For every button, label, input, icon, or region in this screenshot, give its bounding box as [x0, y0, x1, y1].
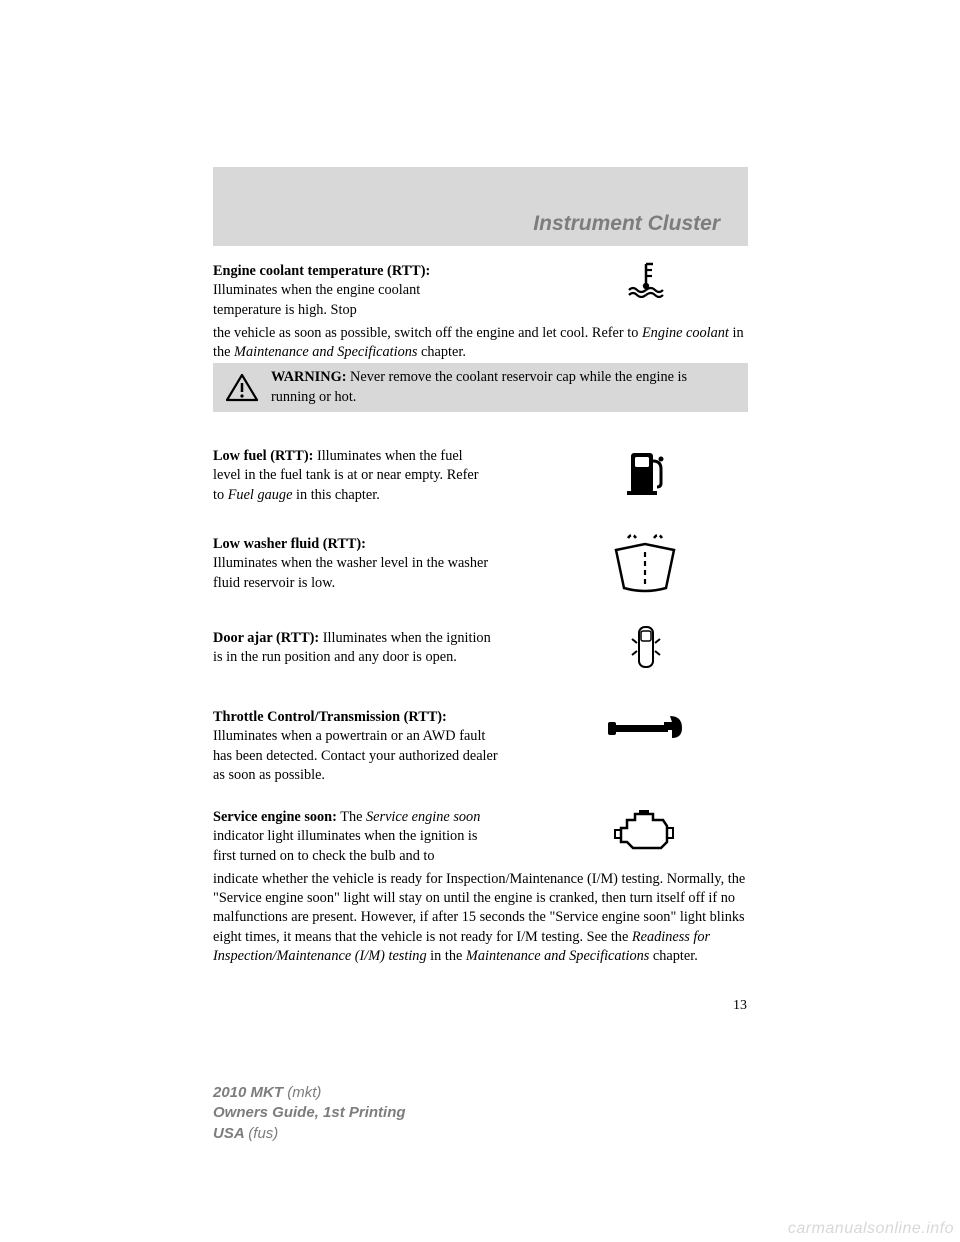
footer: 2010 MKT (mkt) Owners Guide, 1st Printin…	[213, 1083, 406, 1144]
lowfuel-ref1: Fuel gauge	[228, 487, 293, 503]
washer-para: Low washer fluid (RTT): Illuminates when…	[213, 535, 493, 593]
section-doorajar: Door ajar (RTT): Illuminates when the ig…	[213, 629, 748, 672]
doorajar-para: Door ajar (RTT): Illuminates when the ig…	[213, 629, 493, 668]
warning-lead: WARNING:	[271, 369, 346, 385]
service-para-1: Service engine soon: The Service engine …	[213, 808, 503, 866]
throttle-rest1: Illuminates when a powertrain or an AWD …	[213, 728, 498, 783]
service-rest4: in the	[427, 948, 466, 964]
fuel-pump-icon	[625, 447, 669, 502]
lowfuel-lead: Low fuel (RTT):	[213, 448, 313, 464]
coolant-ref1: Engine coolant	[642, 325, 729, 341]
doorajar-lead: Door ajar (RTT):	[213, 630, 319, 646]
footer-line-2: Owners Guide, 1st Printing	[213, 1103, 406, 1123]
service-para-2: indicate whether the vehicle is ready fo…	[213, 870, 748, 966]
warning-text: WARNING: Never remove the coolant reserv…	[271, 368, 748, 407]
washer-lead: Low washer fluid (RTT):	[213, 536, 366, 552]
coolant-para-1: Engine coolant temperature (RTT): Illumi…	[213, 262, 473, 320]
service-ref1: Service engine soon	[366, 809, 480, 825]
service-rest1: The	[337, 809, 366, 825]
footer-l3b: (fus)	[248, 1125, 278, 1142]
door-ajar-icon	[631, 625, 661, 674]
coolant-para-2: the vehicle as soon as possible, switch …	[213, 324, 748, 363]
washer-fluid-icon	[610, 530, 680, 599]
warning-box: WARNING: Never remove the coolant reserv…	[213, 363, 748, 412]
throttle-para: Throttle Control/Transmission (RTT): Ill…	[213, 708, 503, 785]
section-coolant: Engine coolant temperature (RTT): Illumi…	[213, 262, 748, 366]
watermark: carmanualsonline.info	[788, 1220, 954, 1238]
washer-rest1: Illuminates when the washer level in the…	[213, 555, 488, 590]
footer-l1b: (mkt)	[287, 1084, 321, 1101]
lowfuel-para: Low fuel (RTT): Illuminates when the fue…	[213, 447, 483, 505]
coolant-temp-icon	[625, 262, 667, 303]
footer-l3a: USA	[213, 1125, 248, 1142]
page-number: 13	[733, 998, 747, 1014]
section-title: Instrument Cluster	[533, 212, 720, 236]
coolant-ref2: Maintenance and Specifications	[234, 344, 417, 360]
service-ref3: Maintenance and Specifications	[466, 948, 649, 964]
service-lead: Service engine soon:	[213, 809, 337, 825]
coolant-lead: Engine coolant temperature (RTT):	[213, 263, 430, 279]
header-block: Instrument Cluster	[213, 167, 748, 246]
engine-icon	[613, 808, 677, 859]
coolant-rest1: Illuminates when the engine coolant temp…	[213, 282, 420, 317]
wrench-icon	[606, 712, 684, 751]
lowfuel-rest2: in this chapter.	[292, 487, 379, 503]
footer-line-3: USA (fus)	[213, 1124, 406, 1144]
footer-l1a: 2010 MKT	[213, 1084, 287, 1101]
coolant-rest2: the vehicle as soon as possible, switch …	[213, 325, 642, 341]
throttle-lead: Throttle Control/Transmission (RTT):	[213, 709, 447, 725]
footer-line-1: 2010 MKT (mkt)	[213, 1083, 406, 1103]
warning-triangle-icon	[225, 373, 259, 403]
coolant-rest4: chapter.	[417, 344, 465, 360]
page: Instrument Cluster Engine coolant temper…	[0, 0, 960, 1242]
service-rest5: chapter.	[649, 948, 697, 964]
service-rest2: indicator light illuminates when the ign…	[213, 828, 477, 863]
